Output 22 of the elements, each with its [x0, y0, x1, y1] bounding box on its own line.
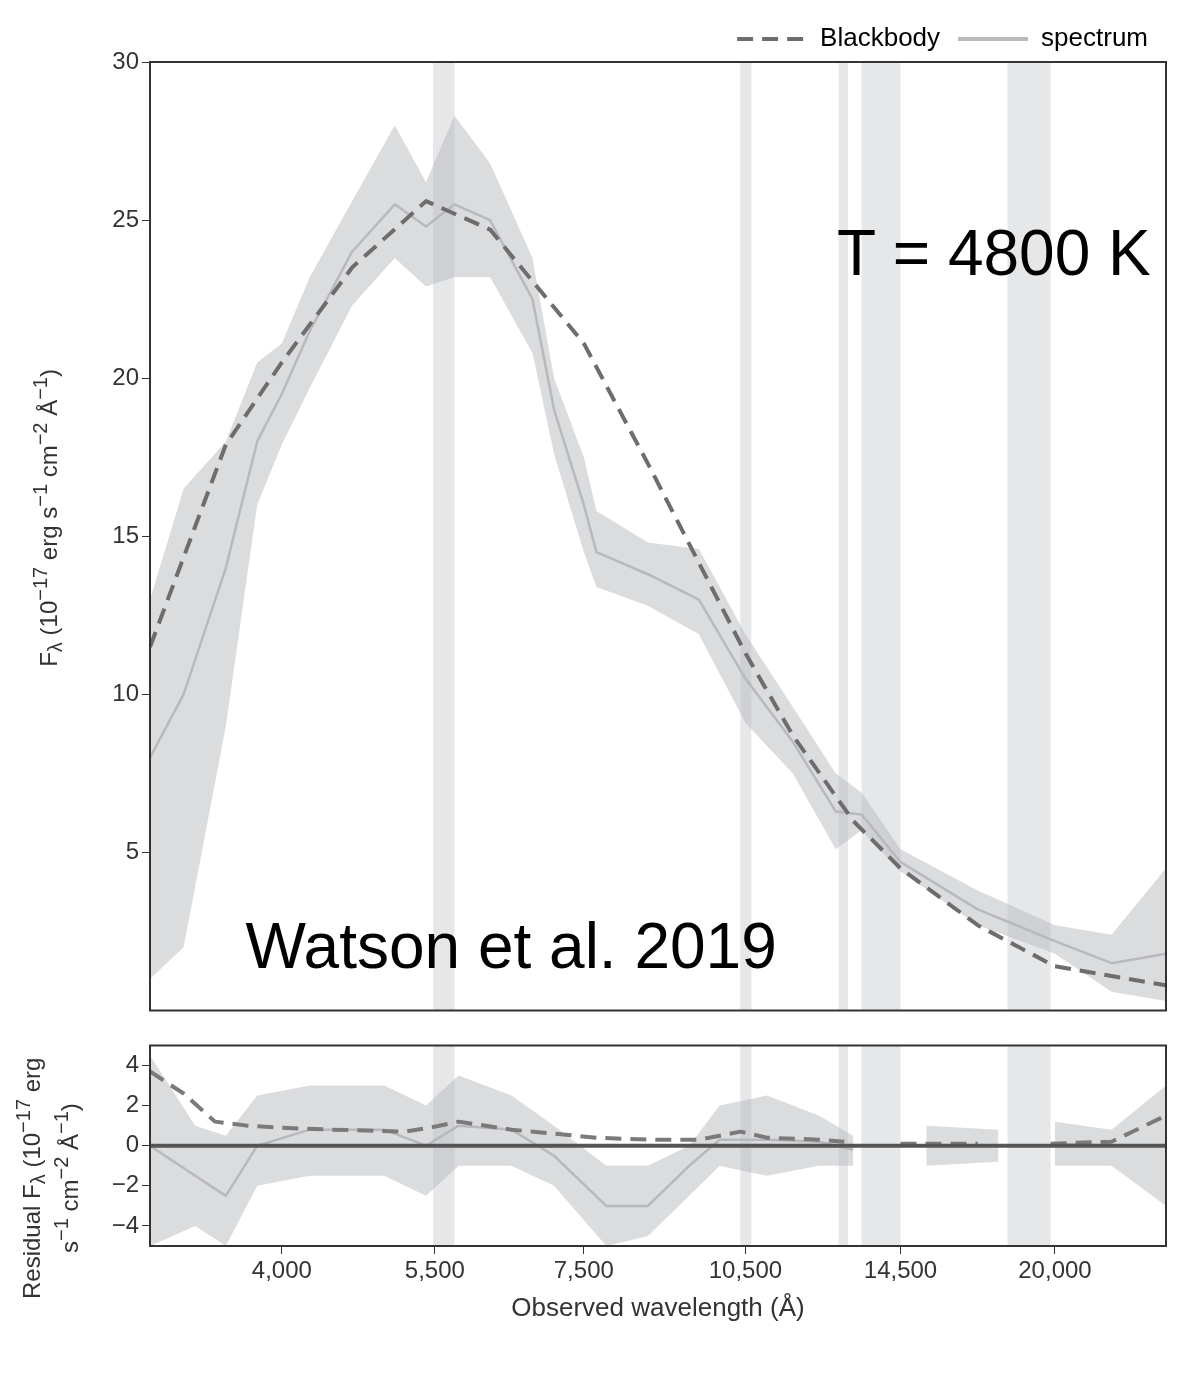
x-tick-label: 4,000 — [251, 1256, 312, 1284]
x-tick-label: 14,500 — [863, 1256, 938, 1284]
x-tick-label: 20,000 — [1018, 1256, 1092, 1284]
annotation: Watson et al. 2019 — [245, 909, 777, 982]
x-tick-label: 10,500 — [708, 1256, 783, 1284]
y-tick-label: 25 — [112, 204, 139, 232]
y-tick-label: 30 — [112, 46, 139, 74]
y-tick-label: 15 — [112, 520, 139, 548]
x-axis-title: Observed wavelength (Å) — [511, 1291, 805, 1322]
y-tick-label: 0 — [125, 1130, 139, 1158]
x-tick-label: 5,500 — [404, 1256, 465, 1284]
legend-label: Blackbody — [820, 22, 941, 53]
y-tick-label: −2 — [111, 1170, 139, 1198]
y-tick-label: 2 — [125, 1090, 139, 1118]
legend-label: spectrum — [1041, 22, 1148, 53]
x-tick-label: 7,500 — [553, 1256, 614, 1284]
y-tick-label: −4 — [111, 1210, 139, 1238]
y-tick-label: 4 — [125, 1050, 139, 1078]
y-tick-label: 5 — [125, 837, 139, 865]
y-tick-label: 10 — [112, 679, 139, 707]
annotation: T = 4800 K — [837, 217, 1151, 290]
y-tick-label: 20 — [112, 362, 139, 390]
